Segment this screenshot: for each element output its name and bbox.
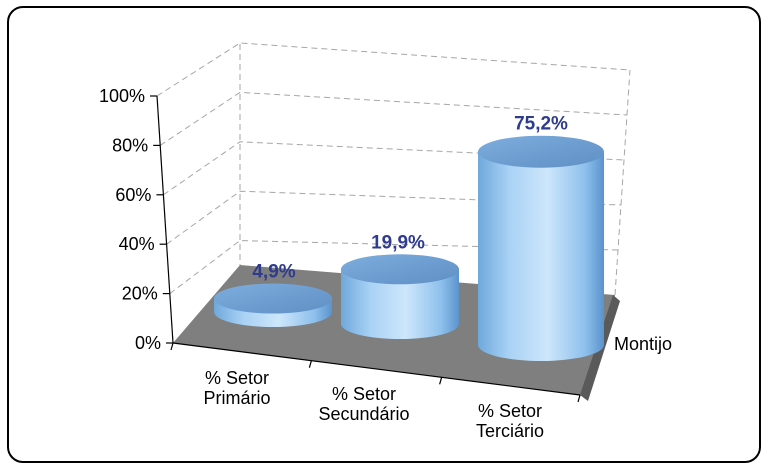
x-category-label: % Setor Terciário — [476, 401, 544, 441]
x-tick — [308, 360, 312, 368]
bars — [214, 135, 604, 361]
chart-frame — [7, 6, 761, 463]
bar — [214, 283, 332, 327]
bar-body — [341, 269, 459, 339]
gridline — [163, 141, 625, 196]
y-axis-line — [156, 95, 174, 344]
bar-top — [478, 135, 604, 168]
bar — [341, 254, 459, 339]
series-axis-label: Montijo — [614, 334, 672, 354]
data-label: 4,9% — [252, 262, 295, 283]
x-category-label-line: Primário — [203, 388, 270, 408]
gridline — [156, 42, 631, 97]
y-tick-label: 80% — [112, 135, 148, 155]
x-category-label-line: % Setor — [332, 384, 396, 404]
x-category-label: % Setor Primário — [203, 368, 270, 408]
bar-top — [341, 254, 459, 285]
bar-body — [478, 151, 604, 361]
x-category-label-line: % Setor — [205, 368, 269, 388]
y-tick-label: 60% — [115, 185, 151, 205]
x-category-label-line: Terciário — [476, 421, 544, 441]
x-tick — [439, 377, 443, 385]
x-category-label-line: % Setor — [478, 401, 542, 421]
y-tick-label: 40% — [119, 234, 155, 254]
gridline — [159, 91, 628, 146]
labels: 4,9%19,9%75,2%% Setor Primário% Setor Secu… — [203, 114, 672, 441]
x-category-label: % Setor Secundário — [318, 384, 409, 424]
y-tick-label: 100% — [99, 86, 145, 106]
x-category-label-line: Secundário — [318, 404, 409, 424]
x-tick — [170, 342, 174, 351]
data-label: 75,2% — [514, 114, 568, 135]
x-tick — [577, 394, 581, 403]
axes: 0% 20% 40% 60% 80% 100% — [99, 86, 581, 403]
y-tick-label: 20% — [122, 284, 158, 304]
data-label: 19,9% — [371, 232, 425, 253]
bar-top — [214, 283, 332, 314]
y-tick-label: 0% — [135, 333, 161, 353]
x-axis-line — [172, 342, 581, 396]
bar — [478, 135, 604, 361]
back-right-edge — [614, 69, 631, 296]
